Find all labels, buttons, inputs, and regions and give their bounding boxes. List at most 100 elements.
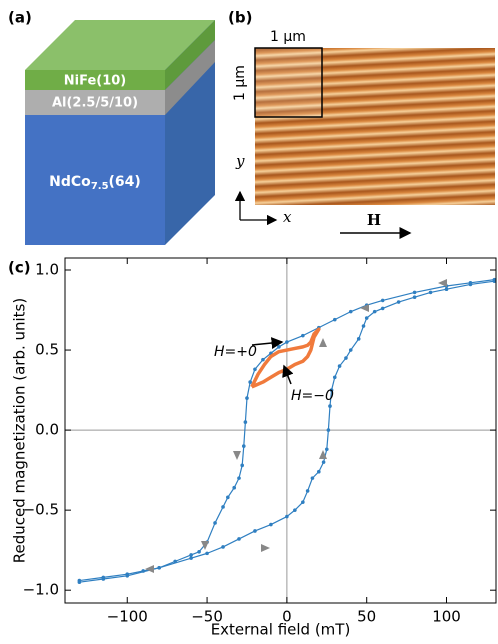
point bbox=[237, 476, 241, 480]
point bbox=[444, 287, 449, 292]
point bbox=[332, 375, 337, 380]
point bbox=[253, 529, 257, 533]
direction-arrow bbox=[438, 279, 447, 287]
point bbox=[396, 300, 401, 304]
point bbox=[125, 573, 130, 578]
x-tick-label: 0 bbox=[282, 608, 292, 626]
point bbox=[372, 309, 377, 314]
plot-frame bbox=[64, 257, 497, 604]
layer-sub: 7.5 bbox=[91, 181, 109, 192]
point bbox=[237, 537, 241, 541]
point bbox=[492, 279, 497, 284]
series-line bbox=[79, 280, 495, 583]
direction-arrow bbox=[360, 304, 369, 312]
direction-arrow bbox=[145, 565, 154, 573]
point bbox=[428, 290, 433, 295]
point bbox=[221, 545, 225, 549]
point bbox=[248, 380, 252, 384]
field-label: H bbox=[367, 211, 381, 229]
point bbox=[157, 565, 161, 570]
y-tick-label: −0.5 bbox=[23, 501, 59, 519]
point bbox=[189, 556, 193, 560]
layer-label: Al(2.5/5/10) bbox=[52, 96, 138, 111]
series-line bbox=[250, 327, 321, 389]
point bbox=[380, 298, 385, 303]
y-tick-label: 1.0 bbox=[35, 261, 59, 279]
point bbox=[226, 495, 230, 500]
point bbox=[205, 551, 209, 556]
layer-rest: (64) bbox=[109, 174, 141, 190]
annotation: H=−0 bbox=[291, 388, 334, 404]
point bbox=[285, 514, 289, 519]
panel-label: (b) bbox=[228, 9, 252, 27]
scale-label: 1 μm bbox=[270, 29, 306, 45]
point bbox=[348, 348, 353, 352]
point bbox=[189, 553, 193, 557]
point bbox=[301, 500, 305, 504]
layer-nife bbox=[25, 70, 165, 90]
point bbox=[364, 316, 369, 320]
point bbox=[310, 476, 315, 480]
annotation-arrow bbox=[251, 337, 284, 350]
point bbox=[324, 447, 329, 452]
layer-ndco bbox=[25, 115, 165, 245]
x-tick-label: −100 bbox=[107, 608, 148, 626]
layer-text: NdCo bbox=[49, 174, 91, 190]
point bbox=[293, 508, 297, 512]
point bbox=[285, 340, 289, 344]
point bbox=[213, 521, 217, 525]
point bbox=[245, 396, 249, 400]
y-tick-label: 0.0 bbox=[35, 421, 59, 439]
x-axis-label: External field (mT) bbox=[211, 621, 351, 639]
point bbox=[337, 364, 342, 368]
top-face bbox=[25, 20, 215, 70]
x-tick-label: 100 bbox=[432, 608, 461, 626]
axis-y-label: y bbox=[235, 152, 245, 170]
scale-label: 1 μm bbox=[232, 65, 248, 101]
y-axis-label: Reduced magnetization (arb. units) bbox=[11, 298, 29, 563]
annotation: H=+0 bbox=[214, 344, 257, 360]
y-tick-label: −1.0 bbox=[23, 581, 59, 599]
point bbox=[329, 388, 334, 392]
point bbox=[241, 444, 246, 448]
point bbox=[356, 337, 361, 341]
y-tick-label: 0.5 bbox=[35, 341, 59, 359]
point bbox=[468, 282, 473, 287]
point bbox=[253, 367, 257, 372]
point bbox=[277, 345, 281, 349]
point bbox=[305, 489, 310, 493]
panel-label: (c) bbox=[8, 259, 31, 277]
point bbox=[243, 420, 248, 424]
direction-arrow bbox=[319, 338, 327, 347]
point bbox=[197, 549, 201, 554]
panel-label: (a) bbox=[8, 9, 32, 27]
point bbox=[77, 580, 82, 584]
layer-label: NdCo7.5(64) bbox=[49, 174, 141, 192]
scale-box bbox=[254, 47, 323, 118]
point bbox=[240, 463, 244, 468]
point bbox=[269, 522, 273, 527]
direction-arrow bbox=[233, 451, 241, 460]
direction-arrow bbox=[319, 450, 327, 459]
point bbox=[328, 404, 332, 408]
point bbox=[326, 428, 331, 432]
point bbox=[412, 290, 417, 295]
point bbox=[361, 324, 366, 328]
plot: −100 −50 0 50 100 −1.0 −0.5 0.0 0.5 1.0 H=+0 H=−0 Ex… bbox=[11, 257, 497, 639]
point bbox=[301, 333, 305, 338]
side-nife bbox=[165, 20, 215, 90]
layer-label: NiFe(10) bbox=[64, 74, 126, 89]
x-tick-label: 50 bbox=[357, 608, 376, 626]
point bbox=[344, 356, 348, 360]
annotation-arrow bbox=[282, 364, 294, 385]
point bbox=[332, 317, 337, 322]
point bbox=[348, 309, 353, 314]
point bbox=[380, 306, 385, 311]
direction-arrow bbox=[201, 541, 209, 550]
point bbox=[232, 485, 237, 490]
x-tick-label: −50 bbox=[191, 608, 223, 626]
layer-al bbox=[25, 90, 165, 115]
axis-x-label: x bbox=[283, 208, 292, 226]
